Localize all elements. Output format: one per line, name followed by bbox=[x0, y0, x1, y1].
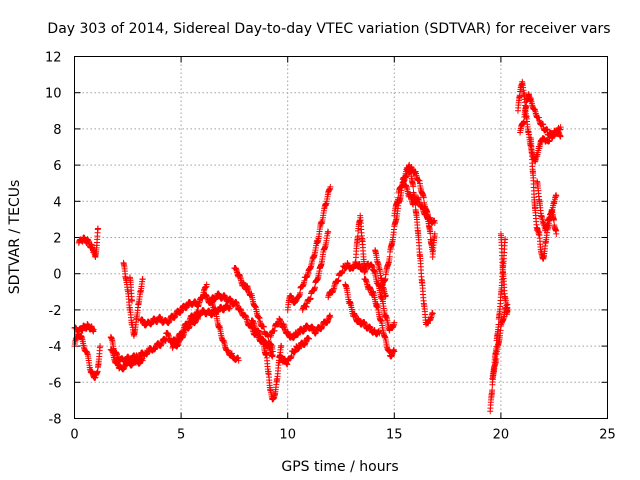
data-point bbox=[129, 297, 136, 304]
data-point bbox=[553, 192, 560, 199]
data-point bbox=[90, 326, 97, 333]
data-point bbox=[420, 194, 427, 201]
x-tick-label: 25 bbox=[599, 428, 616, 443]
y-tick-label: -4 bbox=[49, 340, 62, 355]
y-tick-label: -6 bbox=[49, 376, 62, 391]
plot-frame bbox=[74, 56, 608, 419]
data-point bbox=[431, 230, 438, 237]
y-tick-label: -8 bbox=[49, 413, 62, 428]
y-tick-label: 8 bbox=[53, 123, 61, 138]
data-point bbox=[431, 220, 438, 227]
x-tick-label: 0 bbox=[70, 428, 78, 443]
x-tick-label: 5 bbox=[177, 428, 185, 443]
y-tick-label: 6 bbox=[53, 159, 61, 174]
axis-ticks bbox=[74, 56, 608, 419]
data-point bbox=[235, 357, 242, 364]
y-tick-label: 2 bbox=[53, 232, 61, 247]
data-point bbox=[327, 183, 334, 190]
data-point bbox=[553, 230, 560, 237]
data-point bbox=[265, 332, 272, 339]
grid-lines bbox=[74, 56, 608, 419]
data-point bbox=[269, 348, 276, 355]
data-point bbox=[550, 216, 557, 223]
data-point bbox=[429, 310, 436, 317]
data-point bbox=[427, 230, 434, 237]
y-tick-label: -2 bbox=[49, 304, 62, 319]
data-point bbox=[203, 281, 210, 288]
y-tick-label: 12 bbox=[45, 51, 62, 66]
x-tick-label: 10 bbox=[279, 428, 296, 443]
data-point bbox=[504, 308, 511, 315]
data-point bbox=[489, 387, 496, 394]
x-axis-label: GPS time / hours bbox=[281, 459, 398, 475]
data-point bbox=[97, 343, 104, 350]
data-point bbox=[391, 348, 398, 355]
data-point bbox=[557, 133, 564, 140]
data-point bbox=[361, 263, 368, 270]
data-point bbox=[297, 289, 304, 296]
y-tick-label: 0 bbox=[53, 268, 61, 283]
data-point bbox=[278, 343, 285, 350]
data-point bbox=[504, 301, 511, 308]
x-tick-label: 20 bbox=[493, 428, 510, 443]
data-point bbox=[325, 229, 332, 236]
data-point bbox=[382, 292, 389, 299]
x-tick-label: 15 bbox=[386, 428, 403, 443]
data-series-vars bbox=[71, 78, 564, 415]
y-tick-label: 10 bbox=[45, 87, 62, 102]
y-tick-label: 4 bbox=[53, 195, 61, 210]
data-point bbox=[410, 183, 417, 190]
data-point bbox=[306, 335, 313, 342]
y-axis-tick-labels: -8 -6 -4 -2 0 2 4 6 8 10 12 bbox=[45, 51, 62, 428]
chart-title: Day 303 of 2014, Sidereal Day-to-day VTE… bbox=[47, 21, 610, 37]
y-axis-label: SDTVAR / TECUs bbox=[7, 180, 23, 295]
x-axis-tick-labels: 0 5 10 15 20 25 bbox=[70, 428, 615, 443]
data-point bbox=[195, 315, 202, 322]
data-point bbox=[94, 225, 101, 232]
data-point bbox=[557, 124, 564, 131]
data-point bbox=[139, 276, 146, 283]
data-point bbox=[391, 319, 398, 326]
data-point bbox=[139, 357, 146, 364]
data-point bbox=[327, 314, 334, 321]
